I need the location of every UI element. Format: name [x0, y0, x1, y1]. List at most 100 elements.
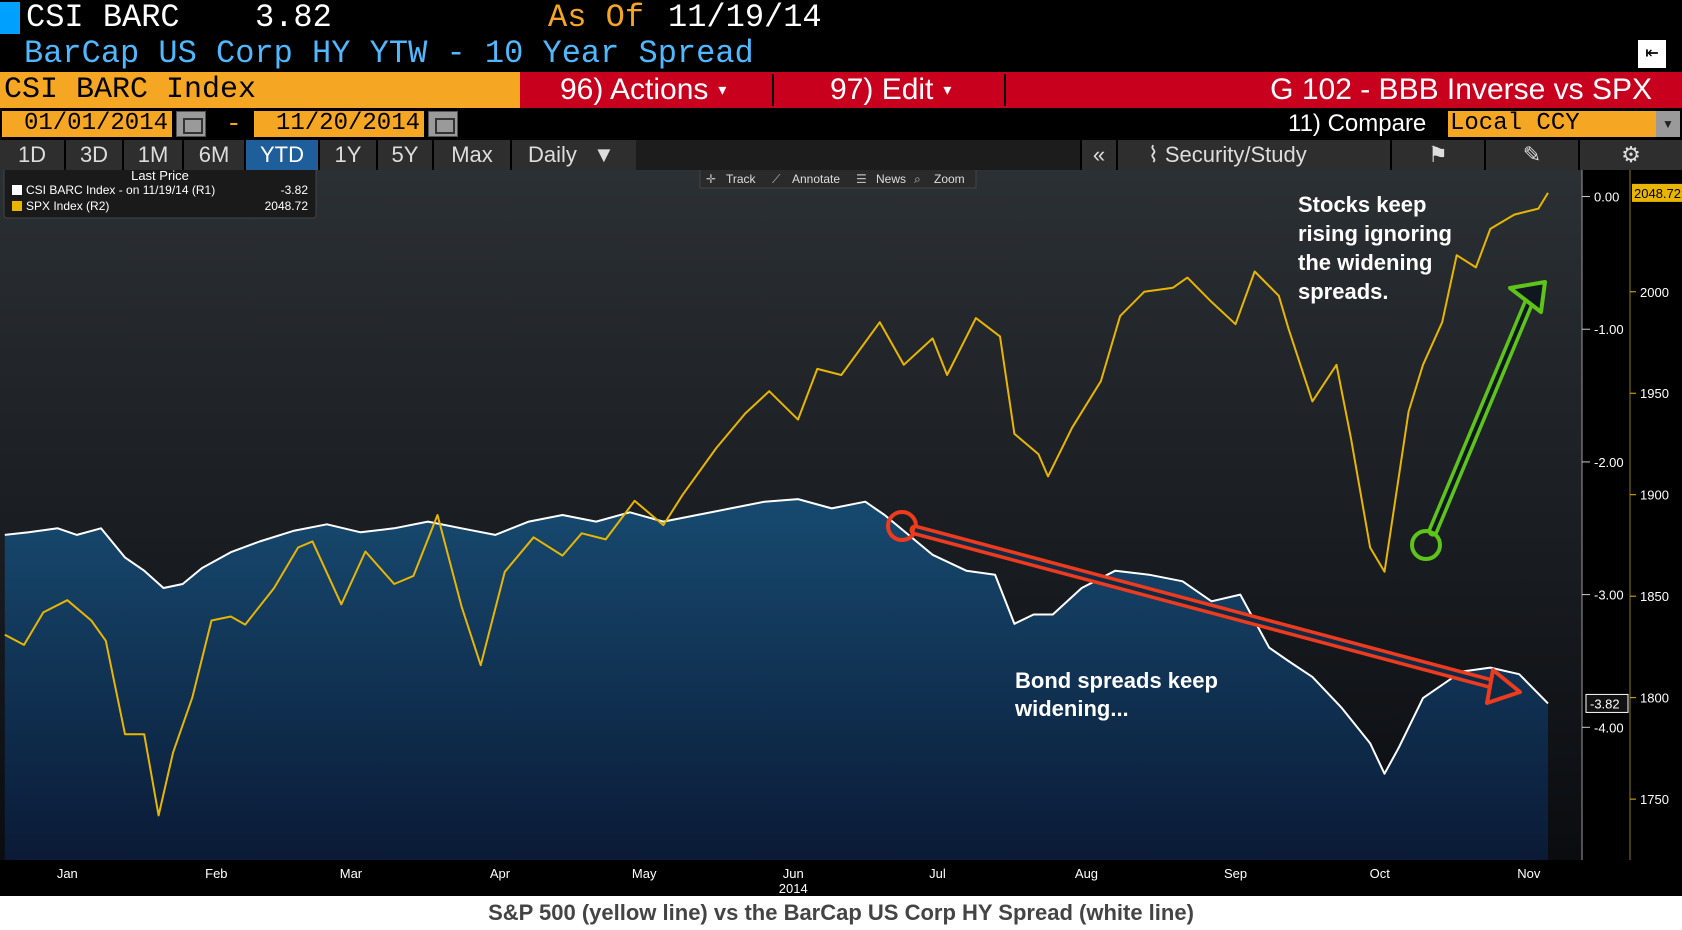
period-5y[interactable]: 5Y: [378, 140, 434, 170]
divider: [772, 74, 774, 106]
chart-tools-strip: [699, 170, 977, 189]
graph-title: G 102 - BBB Inverse vs SPX: [1270, 73, 1652, 106]
r2-tick-label: 1950: [1640, 386, 1669, 401]
chart-tool-annotate[interactable]: Annotate: [792, 172, 840, 186]
red-arrowhead: [1485, 668, 1522, 705]
legend-entry-value: -3.82: [281, 183, 309, 197]
actions-label: 96) Actions: [560, 73, 709, 106]
spread-line: [4, 498, 1549, 775]
pencil-icon[interactable]: ✎: [1484, 140, 1578, 170]
gear-icon[interactable]: ⚙: [1578, 140, 1682, 170]
chart-caption: S&P 500 (yellow line) vs the BarCap US C…: [0, 896, 1682, 930]
r1-last-value-tag: [1585, 693, 1629, 713]
last-price: 3.82: [255, 0, 332, 36]
chart-tool-zoom[interactable]: Zoom: [934, 172, 965, 186]
r2-last-value-tag: [1632, 183, 1682, 202]
chart-tool-news[interactable]: News: [876, 172, 906, 186]
r1-axis: 0.00 -1.00 -2.00 -3.00 -4.00 -3.82: [1581, 170, 1629, 860]
green-arrowhead: [1508, 280, 1547, 314]
r1-tick-label: -1.00: [1594, 322, 1624, 337]
green-arrow-shaft-inner: [1431, 289, 1536, 532]
divider: [1004, 74, 1006, 106]
spread-area-fill: [4, 499, 1548, 860]
annotation-stocks-line: the widening: [1298, 250, 1432, 275]
r2-tick-label: 1900: [1640, 488, 1669, 503]
x-tick-label: Mar: [340, 866, 363, 881]
r1-tick-label: -4.00: [1594, 720, 1624, 735]
date-separator: -: [226, 109, 242, 139]
x-tick-label: Oct: [1370, 866, 1391, 881]
ticker-label: CSI BARC: [26, 0, 180, 36]
period-ytd[interactable]: YTD: [246, 140, 320, 170]
x-tick-label: Jan: [57, 866, 78, 881]
r2-tick-label: 2000: [1640, 285, 1669, 300]
x-tick-label: Feb: [205, 866, 227, 881]
period-max[interactable]: Max: [434, 140, 512, 170]
collapse-icon[interactable]: «: [1080, 140, 1116, 170]
chart-tool-track[interactable]: Track: [726, 172, 757, 186]
period-3d[interactable]: 3D: [66, 140, 124, 170]
chart-tool-zoom-icon[interactable]: ⌕: [914, 172, 921, 186]
x-tick-label: Sep: [1224, 866, 1247, 881]
r2-tick-label: 1850: [1640, 589, 1669, 604]
r2-tick-label: 1800: [1640, 691, 1669, 706]
chevron-down-icon[interactable]: ▼: [1656, 111, 1680, 137]
flag-icon[interactable]: ⚑: [1390, 140, 1484, 170]
period-1y[interactable]: 1Y: [320, 140, 378, 170]
x-tick-label: Jul: [929, 866, 946, 881]
security-study-label: Security/Study: [1164, 142, 1307, 167]
x-tick-label: May: [632, 866, 657, 881]
r2-last-value-label: 2048.72: [1634, 186, 1681, 201]
chart-tool-news-icon[interactable]: ☰: [856, 172, 867, 186]
end-date-field[interactable]: 11/20/2014: [254, 111, 424, 137]
compare-button[interactable]: 11) Compare: [1288, 110, 1427, 137]
currency-select[interactable]: Local CCY: [1448, 111, 1656, 137]
annotation-bonds-line: Bond spreads keep: [1015, 668, 1218, 693]
red-arrow-shaft-inner: [914, 528, 1501, 688]
security-study-button[interactable]: ⌇ Security/Study: [1116, 140, 1390, 170]
annotation-stocks-line: Stocks keep: [1298, 192, 1426, 217]
period-1m[interactable]: 1M: [124, 140, 184, 170]
chevron-down-icon: ▾: [943, 82, 952, 100]
period-6m[interactable]: 6M: [184, 140, 246, 170]
selection-marker: [0, 2, 20, 34]
x-year-label: 2014: [779, 881, 808, 896]
annotation-stocks-line: spreads.: [1298, 279, 1389, 304]
chart-tool-track-icon[interactable]: ✛: [706, 172, 716, 186]
green-arrow-tail: [1410, 529, 1442, 561]
annotation-bonds-line: widening...: [1014, 696, 1129, 721]
legend-swatch: [12, 185, 22, 195]
edit-label: 97) Edit: [830, 73, 934, 106]
r2-axis: 2000 1950 1900 1850 1800 1750 2048.72: [1629, 170, 1682, 860]
legend-entry-value: 2048.72: [265, 199, 309, 213]
chart-line-icon: ⌇: [1148, 142, 1159, 167]
x-tick-label: Jun: [783, 866, 804, 881]
frequency-select[interactable]: Daily ▼: [512, 140, 636, 170]
edit-menu-button[interactable]: 97) Edit ▾: [830, 72, 1000, 108]
chart-tools: ✛ Track ⟋ Annotate ☰ News ⌕ Zoom: [699, 170, 977, 189]
actions-menu-button[interactable]: 96) Actions ▾: [560, 72, 760, 108]
period-toolbar: 1D 3D 1M 6M YTD 1Y 5Y Max Daily ▼ « ⌇ Se…: [0, 140, 1682, 170]
chevron-down-icon: ▾: [718, 82, 727, 100]
r1-last-value-label: -3.82: [1590, 696, 1620, 711]
price-chart[interactable]: 0.00 -1.00 -2.00 -3.00 -4.00 -3.82 2000 1950 19…: [0, 170, 1682, 896]
chart-tool-annotate-icon[interactable]: ⟋: [772, 172, 781, 186]
as-of-date: 11/19/14: [668, 0, 822, 36]
legend-swatch: [12, 201, 22, 211]
start-date-field[interactable]: 01/01/2014: [2, 111, 172, 137]
annotations: Stocks keep rising ignoring the widening sp…: [886, 192, 1547, 721]
triangle-down-icon: ▼: [593, 142, 615, 167]
date-range-bar: 01/01/2014 - 11/20/2014 11) Compare Loca…: [0, 108, 1682, 140]
legend-entry-label: CSI BARC Index - on 11/19/14 (R1): [26, 183, 215, 197]
r2-tick-label: 1750: [1640, 792, 1669, 807]
quote-header: CSI BARC 3.82 As Of 11/19/14: [0, 0, 1682, 36]
spread-area: [4, 499, 1548, 860]
exit-icon[interactable]: ⇤: [1638, 40, 1666, 68]
period-1d[interactable]: 1D: [0, 140, 66, 170]
r1-tick-label: -3.00: [1594, 588, 1624, 603]
calendar-icon[interactable]: [176, 111, 206, 137]
spx-line: [4, 192, 1549, 817]
x-tick-label: Aug: [1075, 866, 1098, 881]
calendar-icon[interactable]: [428, 111, 458, 137]
